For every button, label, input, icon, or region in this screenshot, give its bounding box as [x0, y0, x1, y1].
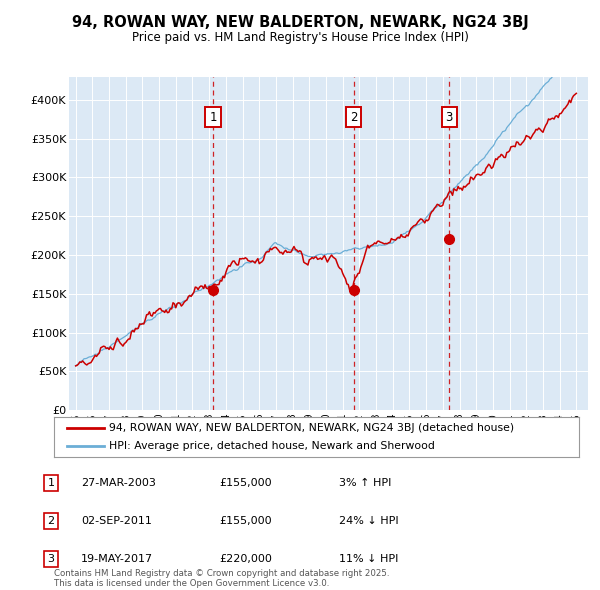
- Text: 3: 3: [445, 110, 453, 123]
- Text: 3% ↑ HPI: 3% ↑ HPI: [339, 478, 391, 487]
- Text: Price paid vs. HM Land Registry's House Price Index (HPI): Price paid vs. HM Land Registry's House …: [131, 31, 469, 44]
- Text: HPI: Average price, detached house, Newark and Sherwood: HPI: Average price, detached house, Newa…: [109, 441, 435, 451]
- Text: 02-SEP-2011: 02-SEP-2011: [81, 516, 152, 526]
- Text: 11% ↓ HPI: 11% ↓ HPI: [339, 555, 398, 564]
- Text: 19-MAY-2017: 19-MAY-2017: [81, 555, 153, 564]
- Text: £155,000: £155,000: [219, 478, 272, 487]
- Text: 2: 2: [350, 110, 358, 123]
- Text: 94, ROWAN WAY, NEW BALDERTON, NEWARK, NG24 3BJ: 94, ROWAN WAY, NEW BALDERTON, NEWARK, NG…: [71, 15, 529, 30]
- Text: Contains HM Land Registry data © Crown copyright and database right 2025.
This d: Contains HM Land Registry data © Crown c…: [54, 569, 389, 588]
- Text: £155,000: £155,000: [219, 516, 272, 526]
- Text: 94, ROWAN WAY, NEW BALDERTON, NEWARK, NG24 3BJ (detached house): 94, ROWAN WAY, NEW BALDERTON, NEWARK, NG…: [109, 423, 514, 433]
- Text: 2: 2: [47, 516, 55, 526]
- Text: 1: 1: [209, 110, 217, 123]
- Text: 27-MAR-2003: 27-MAR-2003: [81, 478, 156, 487]
- Text: £220,000: £220,000: [219, 555, 272, 564]
- Text: 3: 3: [47, 555, 55, 564]
- Text: 24% ↓ HPI: 24% ↓ HPI: [339, 516, 398, 526]
- Text: 1: 1: [47, 478, 55, 487]
